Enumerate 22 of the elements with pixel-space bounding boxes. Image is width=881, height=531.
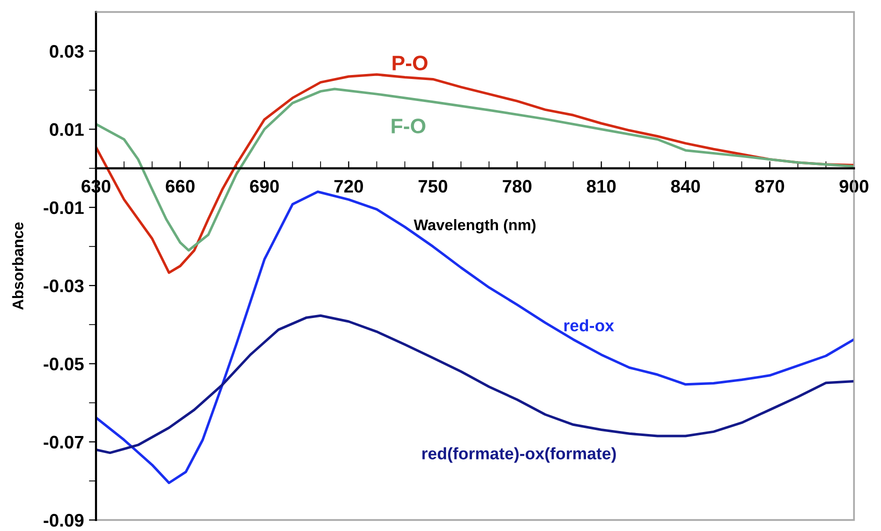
y-axis-title: Absorbance — [12, 222, 24, 310]
y-tick-label: -0.01 — [44, 201, 84, 214]
x-tick-label: 840 — [671, 180, 700, 193]
x-tick-label: 780 — [502, 180, 532, 193]
x-tick-label: 810 — [586, 180, 616, 193]
y-tick-label: -0.03 — [44, 279, 84, 292]
x-tick-label: 750 — [418, 180, 448, 193]
series-label: F-O — [392, 118, 426, 134]
y-tick-label: -0.07 — [44, 436, 84, 449]
x-tick-label: 660 — [166, 180, 195, 193]
x-tick-label: 690 — [250, 180, 279, 193]
x-tick-label: 870 — [755, 180, 784, 193]
y-tick-label: -0.05 — [44, 358, 84, 370]
x-axis-title: Wavelength (nm) — [414, 219, 536, 234]
x-tick-label: 900 — [840, 180, 868, 193]
y-tick-label: -0.09 — [44, 514, 84, 527]
y-tick-label: 0.03 — [50, 45, 84, 58]
series-label: P-O — [392, 56, 428, 70]
series-label: red-ox — [564, 319, 614, 332]
series-label: red(formate)-ox(formate) — [422, 447, 616, 463]
y-tick-label: 0.01 — [50, 123, 84, 136]
x-tick-label: 720 — [334, 180, 363, 193]
